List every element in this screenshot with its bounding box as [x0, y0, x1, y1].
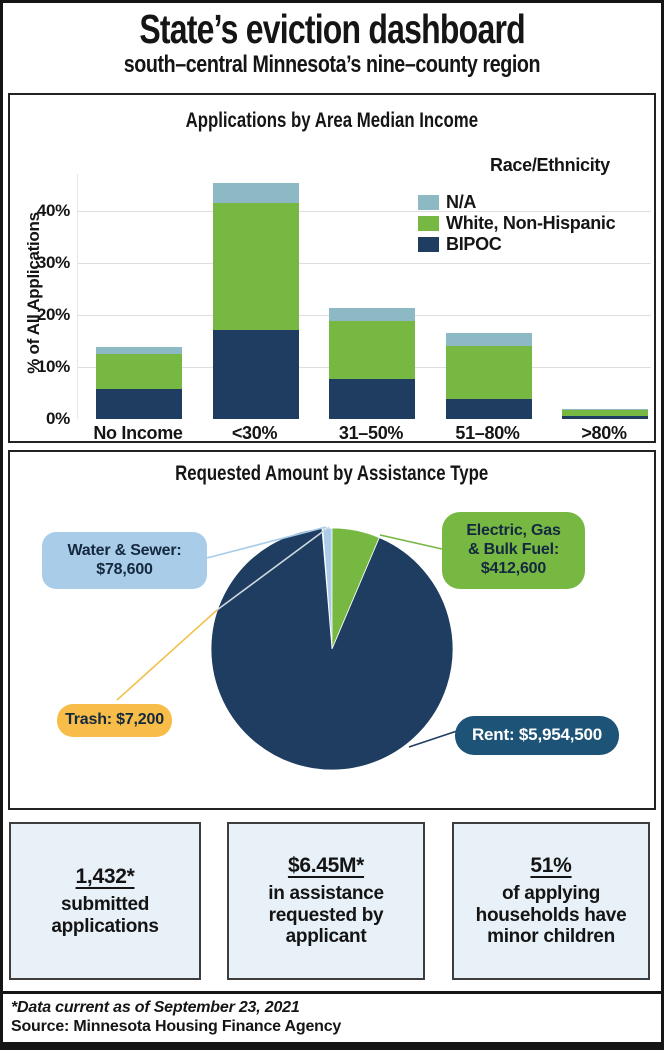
stat-value: $6.45M*	[287, 853, 365, 877]
bar-plot-area	[77, 174, 651, 419]
bar-segment	[212, 329, 299, 419]
y-axis-tick-label: 40%	[36, 200, 70, 220]
page-title-text: State’s eviction dashboard	[139, 6, 525, 52]
bar-segment	[562, 408, 648, 410]
pie-chart-panel: Requested Amount by Assistance Type Wate…	[8, 450, 656, 810]
x-axis-tick-label: <30%	[231, 423, 278, 443]
callout-water-sewer: Water & Sewer: $78,600	[42, 532, 207, 589]
callout-trash: Trash: $7,200	[57, 704, 172, 737]
bar-segment	[445, 345, 532, 400]
bar-chart-title-text: Applications by Area Median Income	[185, 109, 479, 132]
bar-segment	[445, 399, 532, 419]
legend-item-label: White, Non-Hispanic	[446, 213, 616, 233]
gridline	[78, 210, 651, 212]
bar-segment	[96, 389, 182, 419]
callout-water-sewer-amount: $78,600	[96, 560, 153, 578]
pie-slice-rent	[210, 527, 454, 771]
stat-card-assistance-requested: $6.45M* in assistance requested by appli…	[227, 822, 425, 980]
stat-card-minor-children: 51% of applying households have minor ch…	[452, 822, 650, 980]
stat-value: 51%	[530, 853, 572, 877]
y-axis-tick-label: 0%	[46, 409, 70, 428]
callout-electric-gas-bulk-fuel: Electric, Gas & Bulk Fuel: $412,600	[442, 512, 585, 589]
bar-segment	[562, 409, 648, 417]
bar-segment	[445, 333, 532, 346]
callout-rent-label: Rent: $5,954,500	[471, 725, 603, 745]
page-subtitle: south–central Minnesota’s nine–county re…	[3, 51, 661, 79]
x-axis-tick-label: No Income	[93, 423, 183, 443]
legend-title: Race/Ethnicity	[490, 155, 610, 175]
y-axis-tick-label: 20%	[36, 304, 70, 324]
bar-segment	[329, 321, 415, 380]
x-axis-tick-label: 31–50%	[338, 423, 404, 443]
legend-item-label: N/A	[446, 192, 477, 212]
bar-segment	[562, 416, 648, 419]
leader-line	[379, 534, 443, 550]
legend-swatch	[418, 216, 439, 231]
stat-line: submitted	[60, 893, 150, 915]
bar-segment	[212, 183, 299, 203]
callout-electric-amount: $412,600	[480, 559, 547, 577]
footnote: *Data current as of September 23, 2021	[11, 999, 300, 1016]
gridline	[78, 262, 651, 264]
stat-line: in assistance	[268, 882, 384, 904]
stat-card-submitted-applications: 1,432* submitted applications	[9, 822, 201, 980]
y-axis-tick-label: 30%	[36, 252, 70, 272]
bar-chart-title: Applications by Area Median Income	[10, 109, 654, 133]
y-axis-tick-label: 10%	[36, 356, 70, 376]
stat-line: minor children	[487, 926, 615, 948]
bar-segment	[96, 354, 182, 390]
leader-line	[216, 526, 330, 611]
stat-line: applications	[51, 915, 159, 937]
x-axis-tick-label: >80%	[581, 423, 627, 443]
page-subtitle-text: south–central Minnesota’s nine–county re…	[123, 50, 541, 78]
page-header: State’s eviction dashboard south–central…	[3, 6, 661, 79]
y-axis-label: % of All Applications	[24, 212, 43, 374]
callout-electric-label-line2: & Bulk Fuel:	[468, 541, 559, 559]
stat-line: of applying	[501, 882, 601, 904]
source-credit: Source: Minnesota Housing Finance Agency	[11, 1018, 342, 1035]
bar-segment	[329, 379, 415, 419]
stat-line: requested by	[268, 904, 384, 926]
bar-segment	[329, 307, 415, 322]
leader-line	[116, 609, 218, 701]
callout-electric-label-line1: Electric, Gas	[466, 522, 561, 540]
legend-swatch	[418, 195, 439, 210]
footer-divider	[3, 991, 661, 994]
stat-value: 1,432*	[75, 864, 135, 888]
callout-trash-label: Trash: $7,200	[65, 711, 164, 729]
pie-chart-title-text: Requested Amount by Assistance Type	[175, 462, 489, 485]
leader-line	[408, 730, 458, 748]
legend-item: N/A	[418, 192, 615, 213]
stat-line: applicant	[285, 926, 367, 948]
x-axis-tick-label: 51–80%	[455, 423, 520, 443]
legend-items: N/A White, Non-Hispanic BIPOC	[418, 192, 616, 255]
legend-item: White, Non-Hispanic	[418, 213, 616, 234]
legend: Race/Ethnicity N/A White, Non-Hispanic BIP…	[418, 155, 616, 255]
page-title: State’s eviction dashboard	[3, 6, 661, 53]
bar-segment	[212, 202, 299, 330]
pie-chart	[116, 526, 458, 771]
pie-chart-title: Requested Amount by Assistance Type	[10, 462, 654, 486]
legend-item: BIPOC	[418, 234, 615, 255]
callout-rent: Rent: $5,954,500	[455, 716, 619, 755]
legend-swatch	[418, 237, 439, 252]
legend-item-label: BIPOC	[446, 234, 502, 254]
bar-chart-panel: Applications by Area Median Income % of …	[8, 93, 656, 443]
bar-segment	[96, 346, 182, 355]
stat-line: households have	[475, 904, 627, 926]
callout-water-sewer-label: Water & Sewer:	[67, 541, 182, 559]
leader-line	[206, 526, 327, 559]
